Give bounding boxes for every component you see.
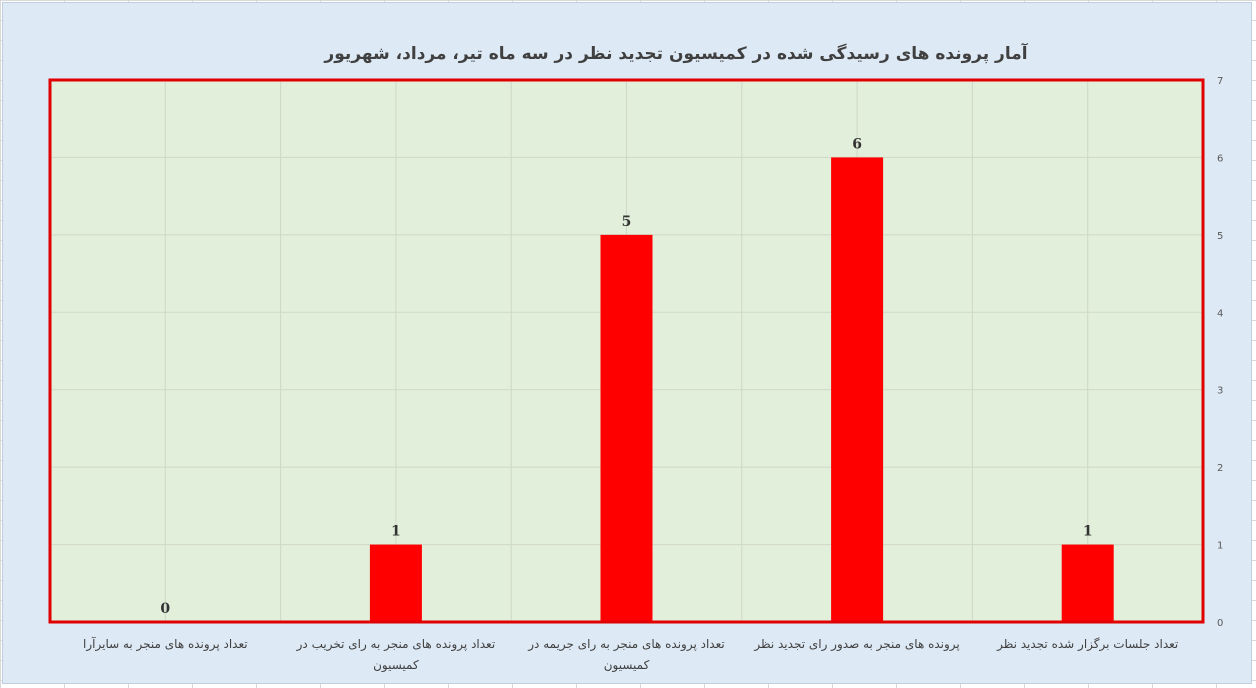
data-label-1: 1 [1083, 524, 1093, 540]
y-axis-ticks: 0 1 2 3 4 5 6 7 [1217, 76, 1223, 629]
category-label-2: پرونده های منجر به صدور رای تجدید نظر [753, 637, 959, 652]
y-tick-label: 2 [1217, 463, 1223, 474]
y-tick-label: 1 [1217, 541, 1223, 552]
plot-area-border [48, 78, 1205, 624]
bar-1[interactable] [1061, 544, 1114, 622]
bar-2[interactable] [831, 157, 884, 622]
category-label-line: پرونده های منجر به صدور رای تجدید نظر [753, 637, 959, 652]
category-label-1: تعداد جلسات برگزار شده تجدید نظر [996, 637, 1178, 652]
y-tick-label: 3 [1217, 386, 1223, 397]
data-labels: 1 6 5 1 0 [160, 136, 1092, 617]
category-label-line: تعداد پرونده های منجر به رای جریمه در [527, 637, 724, 652]
y-tick-label: 4 [1217, 308, 1223, 319]
chart-title: آمار پرونده های رسیدگی شده در کمیسیون تج… [323, 42, 1028, 64]
data-label-2: 6 [852, 136, 862, 152]
category-label-line: کمیسیون [373, 658, 419, 673]
bar-chart: آمار پرونده های رسیدگی شده در کمیسیون تج… [48, 42, 1223, 673]
y-tick-label: 5 [1217, 231, 1223, 242]
y-tick-label: 0 [1217, 618, 1223, 629]
bars [369, 157, 1114, 622]
bar-3[interactable] [600, 234, 653, 622]
category-label-line: تعداد جلسات برگزار شده تجدید نظر [996, 637, 1178, 652]
category-label-line: تعداد پرونده های منجر به سایرآرا [83, 636, 248, 652]
y-tick-label: 7 [1217, 76, 1223, 87]
data-label-5: 0 [160, 601, 170, 617]
y-tick-label: 6 [1217, 153, 1223, 164]
category-label-line: کمیسیون [604, 658, 650, 673]
category-label-4: تعداد پرونده های منجر به رای تخریب در کمی… [296, 637, 496, 673]
data-label-3: 5 [622, 214, 632, 230]
category-label-line: تعداد پرونده های منجر به رای تخریب در [296, 637, 496, 652]
bar-4[interactable] [369, 544, 422, 622]
category-labels: تعداد جلسات برگزار شده تجدید نظر پرونده ه… [83, 636, 1178, 673]
category-label-3: تعداد پرونده های منجر به رای جریمه در کمی… [527, 637, 724, 673]
data-label-4: 1 [391, 524, 401, 540]
category-label-5: تعداد پرونده های منجر به سایرآرا [83, 636, 248, 652]
